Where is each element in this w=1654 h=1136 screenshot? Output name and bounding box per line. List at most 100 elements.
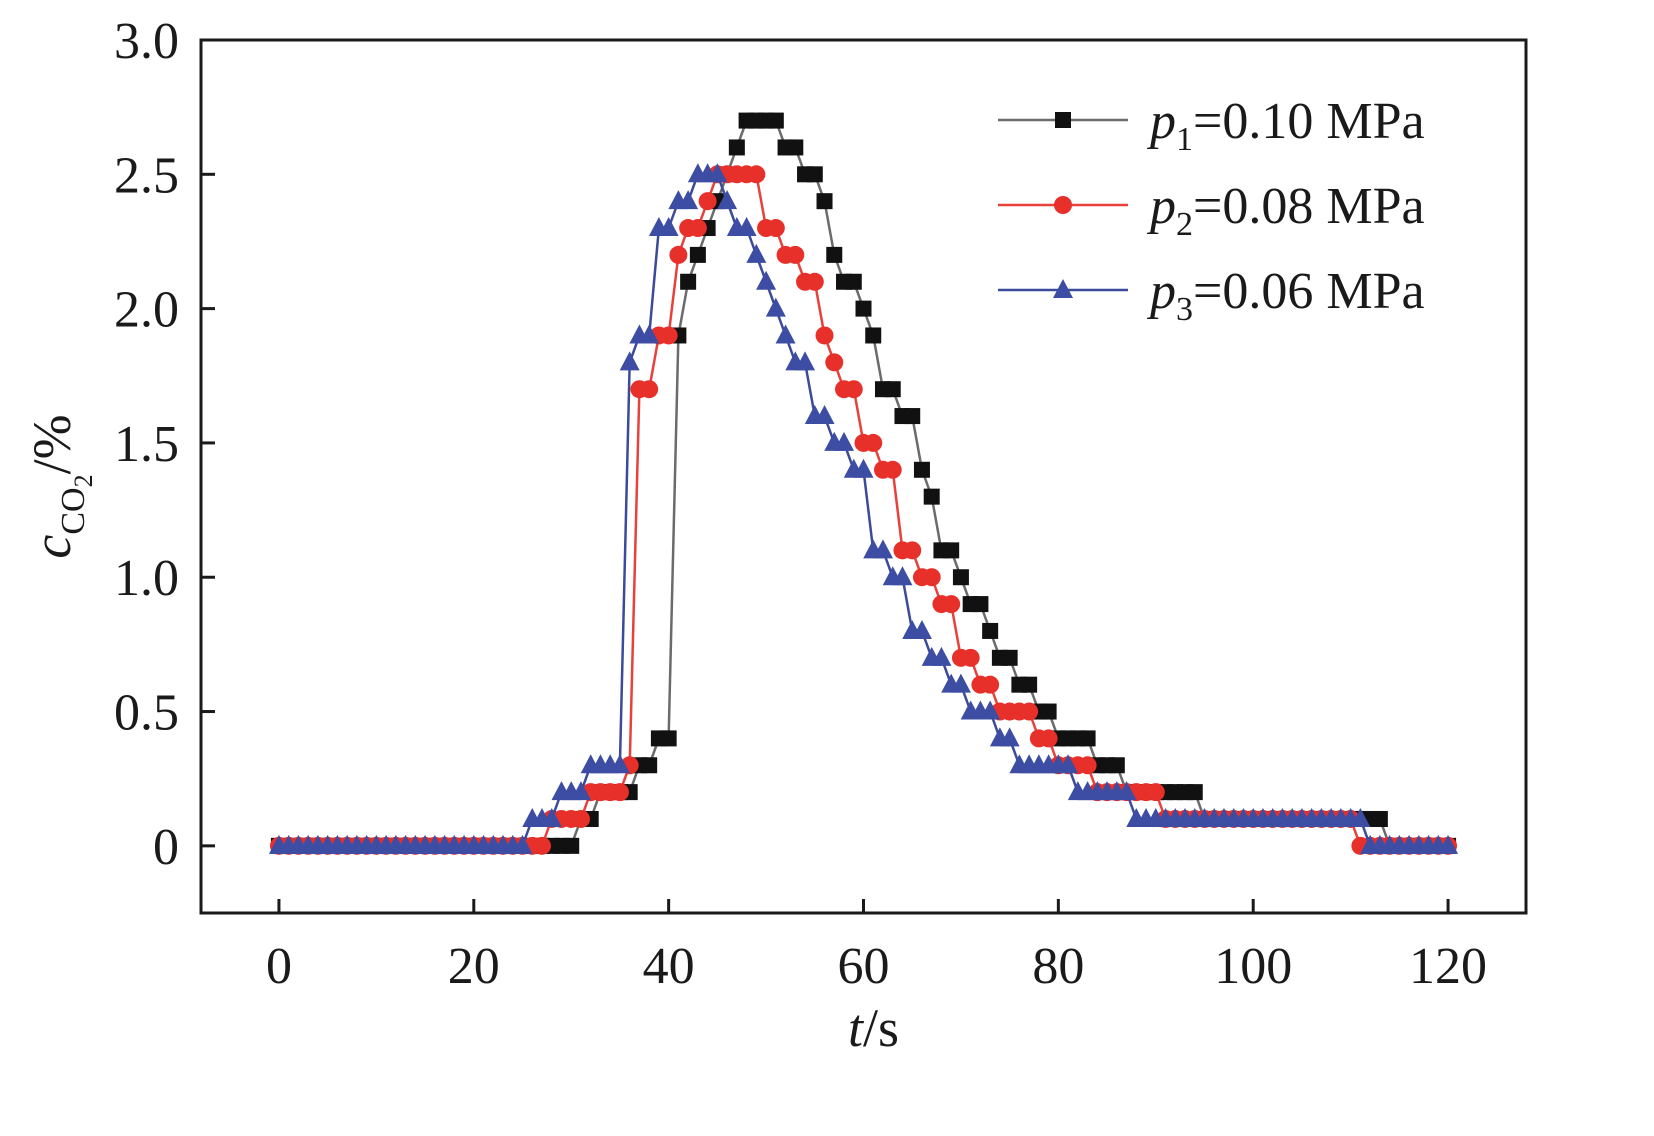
ticks-layer: 0 20 40 60 80 100 120 0 0.5 1.0 1.5 2.0 2.5 3.0 — [114, 13, 1487, 995]
series-3-point — [717, 190, 738, 210]
legend-label-sub: 1 — [1176, 121, 1193, 158]
series-2-point — [532, 836, 551, 855]
marks-layer — [268, 112, 1459, 855]
legend-label: p3=0.06 MPa — [1146, 263, 1425, 328]
series-2-point — [1039, 729, 1058, 748]
series-1-point — [1040, 703, 1057, 720]
legend-marker — [1055, 112, 1071, 128]
series-1-point — [845, 273, 862, 290]
y-tick-label: 1.0 — [114, 550, 179, 607]
series-3-point — [570, 781, 591, 801]
legend-label: p2=0.08 MPa — [1146, 178, 1425, 243]
x-tick-label: 80 — [1032, 938, 1084, 995]
series-1-point — [913, 461, 930, 478]
series-3-point — [1116, 781, 1137, 801]
legend-label-value: =0.08 MPa — [1193, 178, 1425, 235]
series-1-point — [563, 837, 580, 854]
series-2-point — [571, 809, 590, 828]
x-tick-label: 0 — [266, 938, 292, 995]
series-2-point — [688, 219, 707, 238]
series-1-point — [728, 139, 745, 156]
series-1-point — [806, 166, 823, 183]
y-tick-label: 2.0 — [114, 282, 179, 339]
series-2-point — [961, 648, 980, 667]
y-axis-title-sub: CO — [55, 487, 92, 534]
series-2-point — [805, 272, 824, 291]
series-2-point — [981, 675, 1000, 694]
series-3-point — [814, 405, 835, 425]
y-tick-label: 0.5 — [114, 685, 179, 742]
series-2-point — [815, 326, 834, 345]
series-1-point — [1371, 810, 1388, 827]
series-2-point — [883, 460, 902, 479]
series-3-point — [512, 834, 533, 854]
legend-label-var: p — [1146, 93, 1176, 150]
series-2-point — [786, 245, 805, 264]
series-3-point — [541, 807, 562, 827]
series-3-point — [980, 700, 1001, 720]
series-1-point — [826, 246, 843, 263]
y-axis-title: cCO2/% — [22, 414, 98, 558]
series-1-point — [816, 193, 833, 210]
series-3-point — [795, 351, 816, 371]
x-axis-title-unit: /s — [863, 998, 899, 1058]
x-tick-label: 100 — [1214, 938, 1292, 995]
y-tick-label: 0 — [153, 819, 179, 876]
series-1-point — [904, 408, 921, 425]
series-3-point — [834, 431, 855, 451]
series-2-point — [1078, 756, 1097, 775]
series-2-point — [747, 165, 766, 184]
series-2-point — [903, 541, 922, 560]
series-3-point — [756, 270, 777, 290]
series-3-point — [1058, 754, 1079, 774]
y-axis-title-var: c — [22, 535, 82, 559]
series-3-point — [775, 324, 796, 344]
x-axis-title: t/s — [848, 998, 899, 1058]
legend-label-var: p — [1146, 263, 1176, 320]
legend-label: p1=0.10 MPa — [1146, 93, 1425, 158]
legend-label-value: =0.10 MPa — [1193, 93, 1425, 150]
legend-marker — [1053, 279, 1073, 298]
series-1-point — [855, 300, 872, 317]
series-2-point — [922, 568, 941, 587]
series-1-point — [1001, 649, 1018, 666]
series-2-point — [942, 595, 961, 614]
series-3-point — [853, 458, 874, 478]
series-2-point — [766, 219, 785, 238]
series-1-point — [865, 327, 882, 344]
series-3 — [268, 163, 1459, 854]
series-2-point — [659, 326, 678, 345]
series-2-point — [825, 353, 844, 372]
series-3-point — [746, 243, 767, 263]
x-tick-label: 20 — [448, 938, 500, 995]
legend-label-var: p — [1146, 178, 1176, 235]
legend-item-3: p3=0.06 MPa — [998, 263, 1425, 328]
series-3-point — [707, 163, 728, 183]
series-3-point — [931, 646, 952, 666]
series-3-point — [736, 217, 757, 237]
series-1-point — [943, 542, 960, 559]
x-tick-label: 40 — [643, 938, 695, 995]
series-2-point — [610, 783, 629, 802]
series-1-point — [884, 381, 901, 398]
series-1-point — [1079, 730, 1096, 747]
series-3-point — [892, 566, 913, 586]
series-1-point — [689, 246, 706, 263]
series-1-point — [660, 730, 677, 747]
series-3-point — [950, 673, 971, 693]
series-1-point — [1021, 676, 1038, 693]
legend-label-sub: 2 — [1176, 206, 1193, 243]
series-1-point — [923, 488, 940, 505]
series-1-point — [680, 273, 697, 290]
series-3-point — [999, 727, 1020, 747]
y-axis-title-unit: /% — [22, 414, 82, 474]
series-2-point — [844, 380, 863, 399]
series-1-point — [952, 569, 969, 586]
y-tick-label: 3.0 — [114, 13, 179, 70]
legend-label-sub: 3 — [1176, 291, 1193, 328]
x-axis-title-var: t — [848, 998, 865, 1058]
legend-item-2: p2=0.08 MPa — [998, 178, 1425, 243]
y-tick-label: 1.5 — [114, 416, 179, 473]
